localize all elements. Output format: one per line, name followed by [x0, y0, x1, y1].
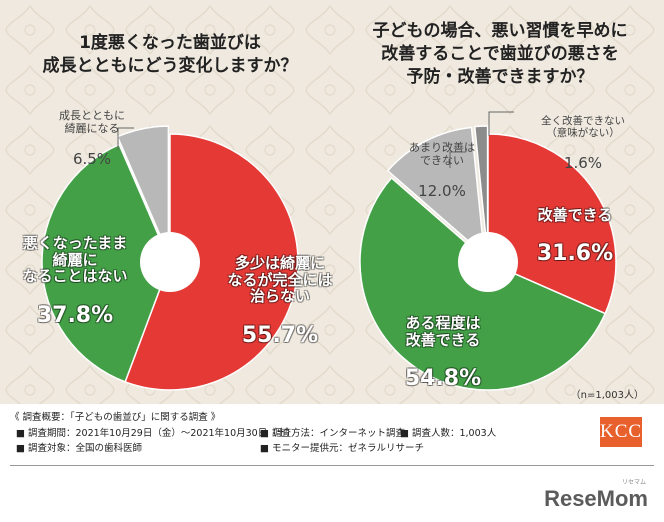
pie-charts	[41, 111, 617, 391]
chart1-slice3-label-group: 成長とともに 綺麗になる 6.5%	[42, 98, 142, 180]
chart2-slice3-label: あまり改善は できない	[409, 141, 475, 167]
chart1-slice1-label-group: 多少は綺麗に なるが完全には 治らない 55.7%	[210, 238, 350, 365]
chart1-slice1-label: 多少は綺麗に なるが完全には 治らない	[227, 253, 333, 306]
chart-panel: 1度悪くなった歯並びは 成長とともにどう変化しますか？ 子どもの場合、悪い習慣を…	[0, 0, 664, 404]
resemom-logo: ReseMom	[544, 486, 648, 511]
chart1-slice1-value: 55.7%	[241, 322, 319, 348]
survey-method: ■ 調査方法：インターネット調査	[260, 428, 405, 439]
chart2-slice4-value: 1.6%	[563, 154, 603, 172]
chart1-slice2-value: 37.8%	[36, 302, 114, 328]
survey-count: ■ 調査人数：1,003人	[400, 428, 497, 439]
chart2-slice4-label-group: 全く改善できない （意味がない） 1.6%	[518, 104, 648, 184]
chart1-slice2-label-group: 悪くなったまま 綺麗に なることはない 37.8%	[10, 218, 140, 345]
chart1-slice2-label: 悪くなったまま 綺麗に なることはない	[22, 233, 128, 286]
brand-subtitle: リセマム	[621, 479, 646, 486]
chart2-center-hole	[458, 232, 518, 292]
chart2-slice3-label-group: あまり改善は できない 12.0%	[392, 130, 492, 212]
survey-period: ■ 調査期間：2021年10月29日（金）〜2021年10月30日（土）	[16, 428, 296, 439]
chart1-title: 1度悪くなった歯並びは 成長とともにどう変化しますか？	[42, 33, 298, 76]
chart1-center-hole	[140, 232, 200, 292]
chart2-leader-line-2	[488, 111, 514, 136]
survey-target: ■ 調査対象：全国の歯科医師	[16, 443, 142, 454]
chart1-slice3-label: 成長とともに 綺麗になる	[59, 109, 125, 135]
survey-monitor: ■ モニター提供元：ゼネラルリサーチ	[260, 443, 424, 454]
chart2-slice2-label: ある程度は 改善できる	[405, 313, 481, 349]
survey-header: 《 調査概要：「子どもの歯並び」に関する調査 》	[10, 412, 221, 423]
chart2-leader-line-1	[449, 151, 466, 168]
chart2-title: 子どもの場合、悪い習慣を早めに 改善することで歯並びの悪さを 予防・改善できます…	[372, 21, 628, 87]
sample-size-note: （n=1,003人）	[570, 390, 644, 401]
chart2-slice2-label-group: ある程度は 改善できる 54.8%	[388, 298, 498, 409]
chart2-slice-1	[487, 133, 617, 315]
chart2-slice-3	[386, 126, 486, 257]
chart1-leader-line	[117, 127, 134, 150]
survey-summary: 《 調査概要：「子どもの歯並び」に関する調査 》 ■ 調査期間：2021年10月…	[10, 409, 654, 466]
chart2-slice3-value: 12.0%	[418, 182, 466, 201]
chart1-slice3-value: 6.5%	[72, 150, 112, 169]
chart1-slice-1	[124, 133, 299, 391]
chart2-slice-4	[473, 125, 489, 255]
chart2-slice2-value: 54.8%	[404, 366, 482, 392]
kcc-logo: KCC	[600, 417, 642, 447]
chart2-slice1-value: 31.6%	[536, 241, 614, 267]
chart2-slice1-label: 改善できる	[537, 205, 613, 224]
chart2-slice1-label-group: 改善できる 31.6%	[520, 190, 630, 284]
chart2-slice4-label: 全く改善できない （意味がない）	[541, 114, 625, 139]
chart1-slice-2	[41, 143, 171, 383]
